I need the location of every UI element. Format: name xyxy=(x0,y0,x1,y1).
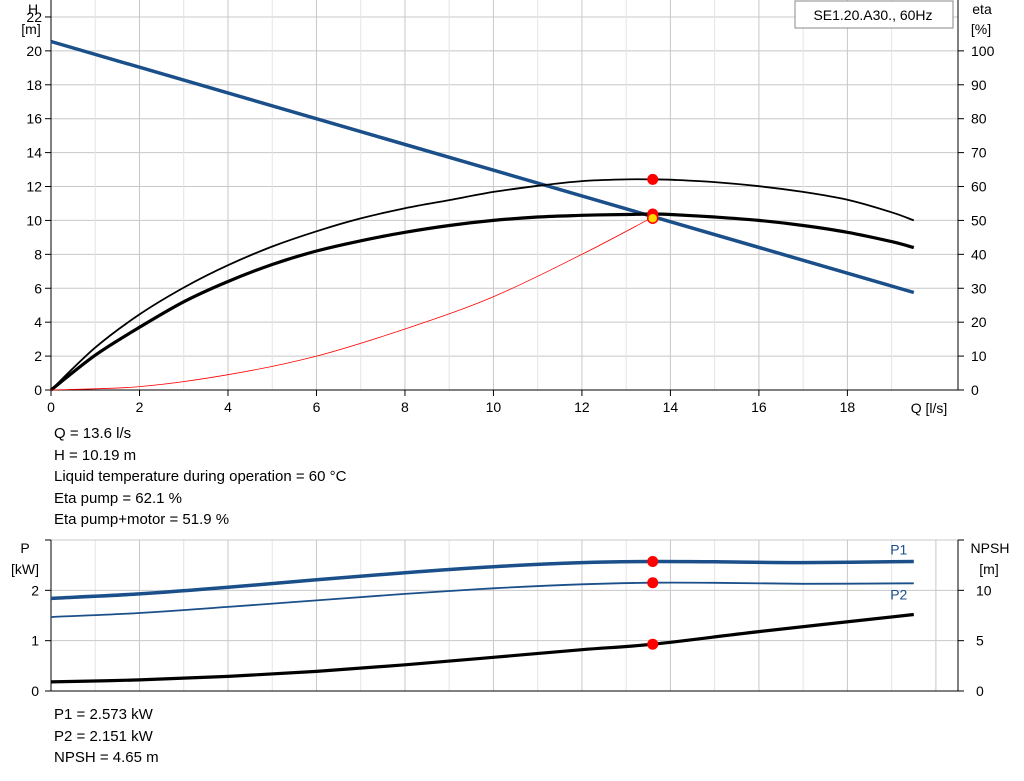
y-tick-label: 10 xyxy=(26,212,42,228)
qh-chart: 0246810121416182022010203040506070809010… xyxy=(21,0,995,416)
p2-curve xyxy=(50,581,914,618)
y-tick-label: 8 xyxy=(34,246,42,262)
y2-tick-label: 90 xyxy=(971,77,987,93)
y2-tick-label: 0 xyxy=(971,382,979,398)
y-axis-label: P xyxy=(20,540,29,556)
y2-tick-label: 5 xyxy=(976,633,984,649)
npsh-curve xyxy=(50,612,914,684)
y2-axis-label: eta xyxy=(972,1,992,17)
y-tick-label: 4 xyxy=(34,314,42,330)
y2-axis-unit: [%] xyxy=(971,21,991,37)
duty-parabola xyxy=(50,216,653,391)
liquid-temperature-readout: Liquid temperature during operation = 60… xyxy=(54,468,347,485)
y-axis-unit: [kW] xyxy=(11,561,39,577)
x-tick-label: 12 xyxy=(574,399,590,415)
y-tick-label: 22 xyxy=(26,9,42,25)
x-axis-label: Q [l/s] xyxy=(911,400,948,416)
x-tick-label: 2 xyxy=(136,399,144,415)
x-tick-label: 16 xyxy=(751,399,767,415)
y2-tick-label: 70 xyxy=(971,145,987,161)
duty-point-marker xyxy=(646,212,659,224)
y-tick-label: 0 xyxy=(34,382,42,398)
flow-readout: Q = 13.6 l/s xyxy=(54,425,132,442)
y-tick-label: 16 xyxy=(26,111,42,127)
title-box xyxy=(794,0,954,29)
x-tick-label: 18 xyxy=(840,399,856,415)
operating-point-marker xyxy=(647,555,659,567)
duty-point-info: Q = 13.6 l/s H = 10.19 m Liquid temperat… xyxy=(54,423,346,531)
chart-title: SE1.20.A30., 60Hz xyxy=(813,7,932,23)
y2-tick-label: 20 xyxy=(971,314,987,330)
y-tick-label: 20 xyxy=(26,43,42,59)
y-tick-label: 1 xyxy=(31,633,39,649)
power-point-info: P1 = 2.573 kW P2 = 2.151 kW NPSH = 4.65 … xyxy=(54,704,159,769)
x-tick-label: 0 xyxy=(47,399,55,415)
y-axis-unit: [m] xyxy=(21,21,40,37)
operating-point-marker xyxy=(647,173,659,185)
system-curve xyxy=(50,39,915,295)
p2-curve-label: P2 xyxy=(890,586,907,602)
p1-curve-label: P1 xyxy=(890,541,907,557)
p1-readout: P1 = 2.573 kW xyxy=(54,706,153,723)
y-tick-label: 12 xyxy=(26,179,42,195)
pump-head-curve xyxy=(50,212,915,392)
x-tick-label: 14 xyxy=(663,399,679,415)
y2-tick-label: 80 xyxy=(971,111,987,127)
y2-tick-label: 10 xyxy=(976,582,992,598)
eta-pump-readout: Eta pump = 62.1 % xyxy=(54,489,182,507)
x-tick-label: 4 xyxy=(224,399,232,415)
y-tick-label: 2 xyxy=(31,582,39,598)
y2-tick-label: 60 xyxy=(971,179,987,195)
y2-tick-label: 40 xyxy=(971,246,987,262)
y2-tick-label: 10 xyxy=(971,348,987,364)
npsh-readout: NPSH = 4.65 m xyxy=(54,749,159,766)
y2-tick-label: 100 xyxy=(971,43,995,59)
y-tick-label: 0 xyxy=(31,683,39,699)
y2-tick-label: 50 xyxy=(971,212,987,228)
y-tick-label: 2 xyxy=(34,348,42,364)
y-axis-label: H xyxy=(28,1,38,17)
eta-total-readout: Eta pump+motor = 51.9 % xyxy=(54,511,230,528)
head-readout: H = 10.19 m xyxy=(54,446,137,464)
p1-curve xyxy=(50,559,914,601)
y2-axis-unit: [m] xyxy=(979,561,998,577)
x-tick-label: 10 xyxy=(486,399,502,415)
operating-point-marker xyxy=(647,577,659,589)
p2-readout: P2 = 2.151 kW xyxy=(54,727,153,745)
y2-tick-label: 30 xyxy=(971,280,987,296)
y-tick-label: 14 xyxy=(26,145,42,161)
x-tick-label: 6 xyxy=(313,399,321,415)
efficiency-curve xyxy=(50,178,915,391)
y2-tick-label: 0 xyxy=(976,683,984,699)
operating-point-marker xyxy=(647,638,659,650)
y-tick-label: 6 xyxy=(34,280,42,296)
y2-axis-label: NPSH xyxy=(971,540,1010,556)
y-tick-label: 18 xyxy=(26,77,42,93)
x-tick-label: 8 xyxy=(401,399,409,415)
